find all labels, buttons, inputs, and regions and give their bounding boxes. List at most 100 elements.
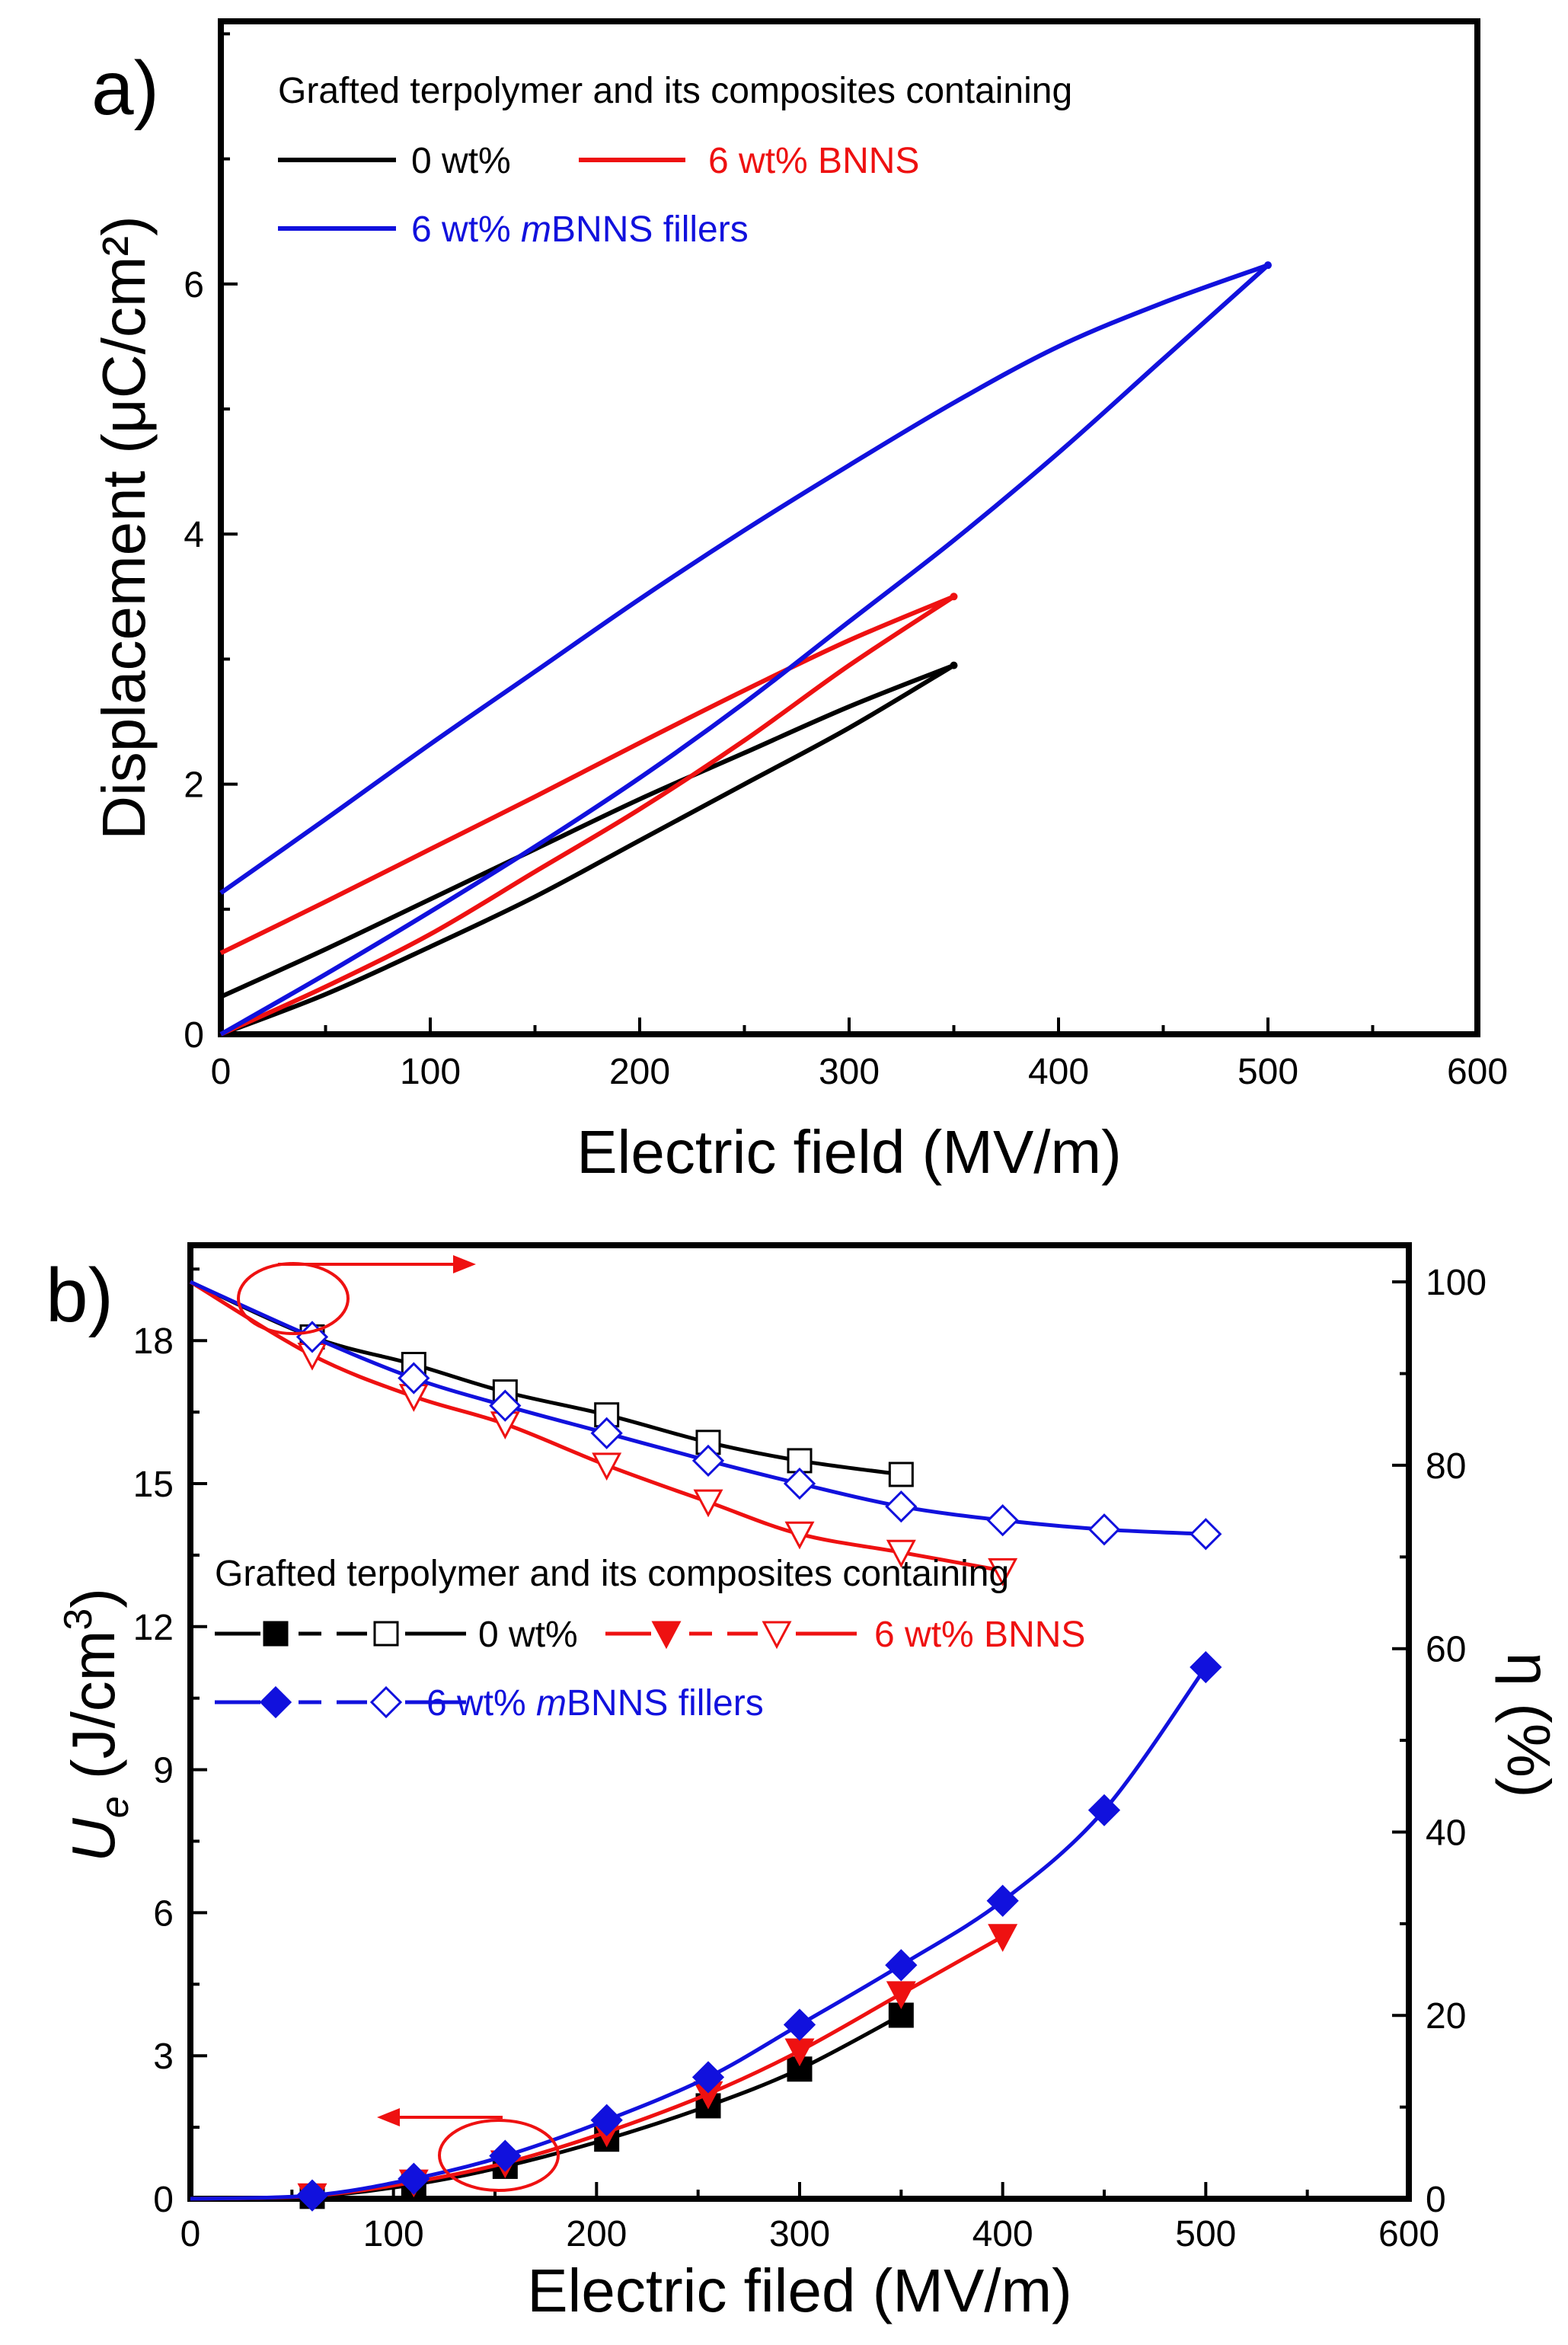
- panel-b-series-1-ue-point: [886, 1981, 916, 2010]
- panel-a-series-2-tip: [1264, 261, 1272, 270]
- panel-b-ticks: [189, 1267, 1410, 2200]
- panel-b-legend-marker-filled-2: [259, 1685, 292, 1719]
- ue-group-circle: [438, 2119, 560, 2192]
- panel-b-legend-marker-open-1: [762, 1621, 792, 1650]
- panel-b-series-2-ue-point: [986, 1884, 1019, 1917]
- panel-a-series-1-discharge-curve: [219, 594, 955, 955]
- panel-b-legend: Grafted terpolymer and its composites co…: [215, 1554, 1085, 1724]
- panel-b-x-tick-label: 200: [566, 2214, 627, 2254]
- panel-a-x-tick-label: 200: [609, 1052, 670, 1092]
- panel-b-series-2-eta-point: [885, 1490, 918, 1523]
- panel-b-legend-label-2: 6 wt% mBNNS fillers: [426, 1683, 764, 1724]
- panel-a-series-1-charge-curve: [219, 594, 956, 1037]
- panel-b-y2-axis-title: η (%): [1495, 1652, 1563, 1797]
- panel-b-series-0-eta-point: [888, 1462, 914, 1487]
- panel-b-y-title-cube: 3: [56, 1609, 101, 1631]
- panel-b-x-tick-label: 100: [363, 2214, 424, 2254]
- panel-a-y-tick-label: 6: [184, 265, 204, 305]
- panel-b-y-title-e: e: [93, 1796, 137, 1818]
- panel-a-legend-label-2-m: m: [521, 209, 551, 250]
- panel-b-y-tick-label: 18: [133, 1321, 174, 1362]
- panel-b-series-2-ue-point: [885, 1949, 918, 1982]
- panel-b-legend-rows: [215, 1621, 857, 1719]
- panel-a-x-tick-label: 500: [1237, 1052, 1298, 1092]
- panel-b-legend-marker-open-0: [373, 1621, 399, 1647]
- panel-b-x-tick-label: 300: [769, 2214, 830, 2254]
- panel-b-series-2-eta-point: [1190, 1518, 1222, 1551]
- panel-a-x-tick-label: 0: [211, 1052, 232, 1092]
- panel-a-series-0-discharge-curve: [219, 663, 955, 999]
- panel-b-series-1-eta-point: [693, 1489, 723, 1518]
- panel-b-y-tick-label: 0: [153, 2180, 174, 2220]
- panel-b-legend-label-2-b: BNNS fillers: [567, 1683, 764, 1724]
- panel-a-series-2-charge-curve: [219, 263, 1270, 1037]
- panel-b-y-tick-label: 12: [133, 1608, 174, 1648]
- panel-a-series: [219, 261, 1272, 1037]
- panel-b-y2-tick-label: 0: [1426, 2180, 1446, 2220]
- panel-b-legend-marker-filled-1: [651, 1621, 682, 1650]
- panel-b-y2-tick-label: 80: [1426, 1446, 1466, 1487]
- panel-a-label: a): [91, 46, 159, 131]
- panel-a-legend-label-2-a: 6 wt%: [411, 209, 521, 250]
- panel-b-x-tick-label: 500: [1175, 2214, 1236, 2254]
- panel-a-tick-labels: 0 100 200 300 400 500 600 0 2 4 6: [184, 265, 1508, 1092]
- panel-a-legend: Grafted terpolymer and its composites co…: [278, 71, 1072, 250]
- panel-a-legend-label-2: 6 wt% mBNNS fillers: [411, 209, 749, 250]
- panel-b: b) 0 100 200 300 400 500 600036912151802040608…: [46, 1242, 1563, 2324]
- panel-b-y2-tick-label: 100: [1426, 1263, 1487, 1303]
- panel-b-label: b): [46, 1253, 113, 1338]
- panel-b-series-0-eta-line: [189, 1280, 902, 1477]
- panel-b-y2-tick-label: 20: [1426, 1996, 1466, 2037]
- panel-a-x-tick-label: 600: [1447, 1052, 1508, 1092]
- panel-b-tick-labels: 0 100 200 300 400 500 600036912151802040608010…: [133, 1263, 1487, 2254]
- panel-a-series-2-discharge-curve: [219, 263, 1269, 895]
- panel-b-y2-tick-label: 40: [1426, 1813, 1466, 1853]
- panel-a-legend-title: Grafted terpolymer and its composites co…: [278, 71, 1072, 111]
- panel-a-y-tick-label: 2: [184, 765, 204, 806]
- panel-a-y-axis-title: Displacement (μC/cm²): [90, 216, 158, 840]
- panel-b-series-2-eta-point: [691, 1444, 725, 1478]
- panel-a: a) 0 100 200 300 400 500 600 0 2 4 6 Electric fiel…: [90, 18, 1508, 1186]
- panel-b-legend-label-1: 6 wt% BNNS: [874, 1615, 1085, 1655]
- panel-b-y-tick-label: 3: [153, 2037, 174, 2077]
- panel-a-x-tick-label: 300: [819, 1052, 880, 1092]
- panel-b-y2-tick-label: 60: [1426, 1630, 1466, 1670]
- ue-left-arrow-head: [377, 2108, 400, 2126]
- panel-a-legend-label-1: 6 wt% BNNS: [708, 141, 919, 181]
- panel-a-legend-label-0: 0 wt%: [411, 141, 511, 181]
- panel-b-y-tick-label: 9: [153, 1751, 174, 1791]
- panel-a-series-1-tip: [950, 593, 958, 601]
- eta-right-arrow-head: [453, 1255, 476, 1273]
- panel-b-x-axis-title: Electric filed (MV/m): [527, 2257, 1072, 2324]
- panel-b-series-2-eta-point: [398, 1362, 430, 1395]
- panel-b-series-2-ue-line: [190, 1666, 1208, 2201]
- panel-a-y-tick-label: 0: [184, 1015, 204, 1056]
- panel-b-legend-marker-open-2: [369, 1685, 403, 1719]
- panel-a-series-0-tip: [950, 661, 958, 669]
- panel-b-legend-label-2-m: m: [536, 1683, 567, 1724]
- panel-a-y-tick-label: 4: [184, 515, 204, 555]
- panel-b-series-2-ue-point: [1087, 1794, 1121, 1826]
- panel-b-series-1-eta-point: [886, 1539, 916, 1568]
- panel-b-y-title-u: U: [59, 1817, 127, 1862]
- panel-b-series-2-ue-point: [590, 2104, 623, 2136]
- panel-b-series-2-eta-point: [1087, 1513, 1121, 1546]
- panel-b-series-2-eta-point: [590, 1417, 623, 1449]
- panel-b-legend-label-0: 0 wt%: [478, 1615, 578, 1655]
- panel-b-series-2-ue-point: [295, 2179, 329, 2212]
- panel-b-series-2-eta-point: [489, 1389, 522, 1422]
- panel-b-series: [189, 1280, 1222, 2212]
- panel-b-legend-title: Grafted terpolymer and its composites co…: [215, 1554, 1009, 1594]
- panel-b-series-2-eta-point: [986, 1504, 1019, 1537]
- panel-b-legend-label-2-a: 6 wt%: [426, 1683, 536, 1724]
- panel-b-series-2-ue-point: [489, 2139, 522, 2172]
- panel-b-series-2-ue-point: [783, 2008, 816, 2041]
- panel-a-legend-label-2-b: BNNS fillers: [551, 209, 749, 250]
- eta-group-circle: [237, 1262, 350, 1335]
- panel-a-x-tick-label: 400: [1028, 1052, 1089, 1092]
- panel-b-series-1-ue-point: [988, 1924, 1018, 1952]
- panel-b-series-1-eta-point: [988, 1557, 1018, 1586]
- panel-a-x-axis-title: Electric field (MV/m): [576, 1118, 1122, 1186]
- panel-b-y-axis-title: Ue (J/cm3): [56, 1588, 137, 1862]
